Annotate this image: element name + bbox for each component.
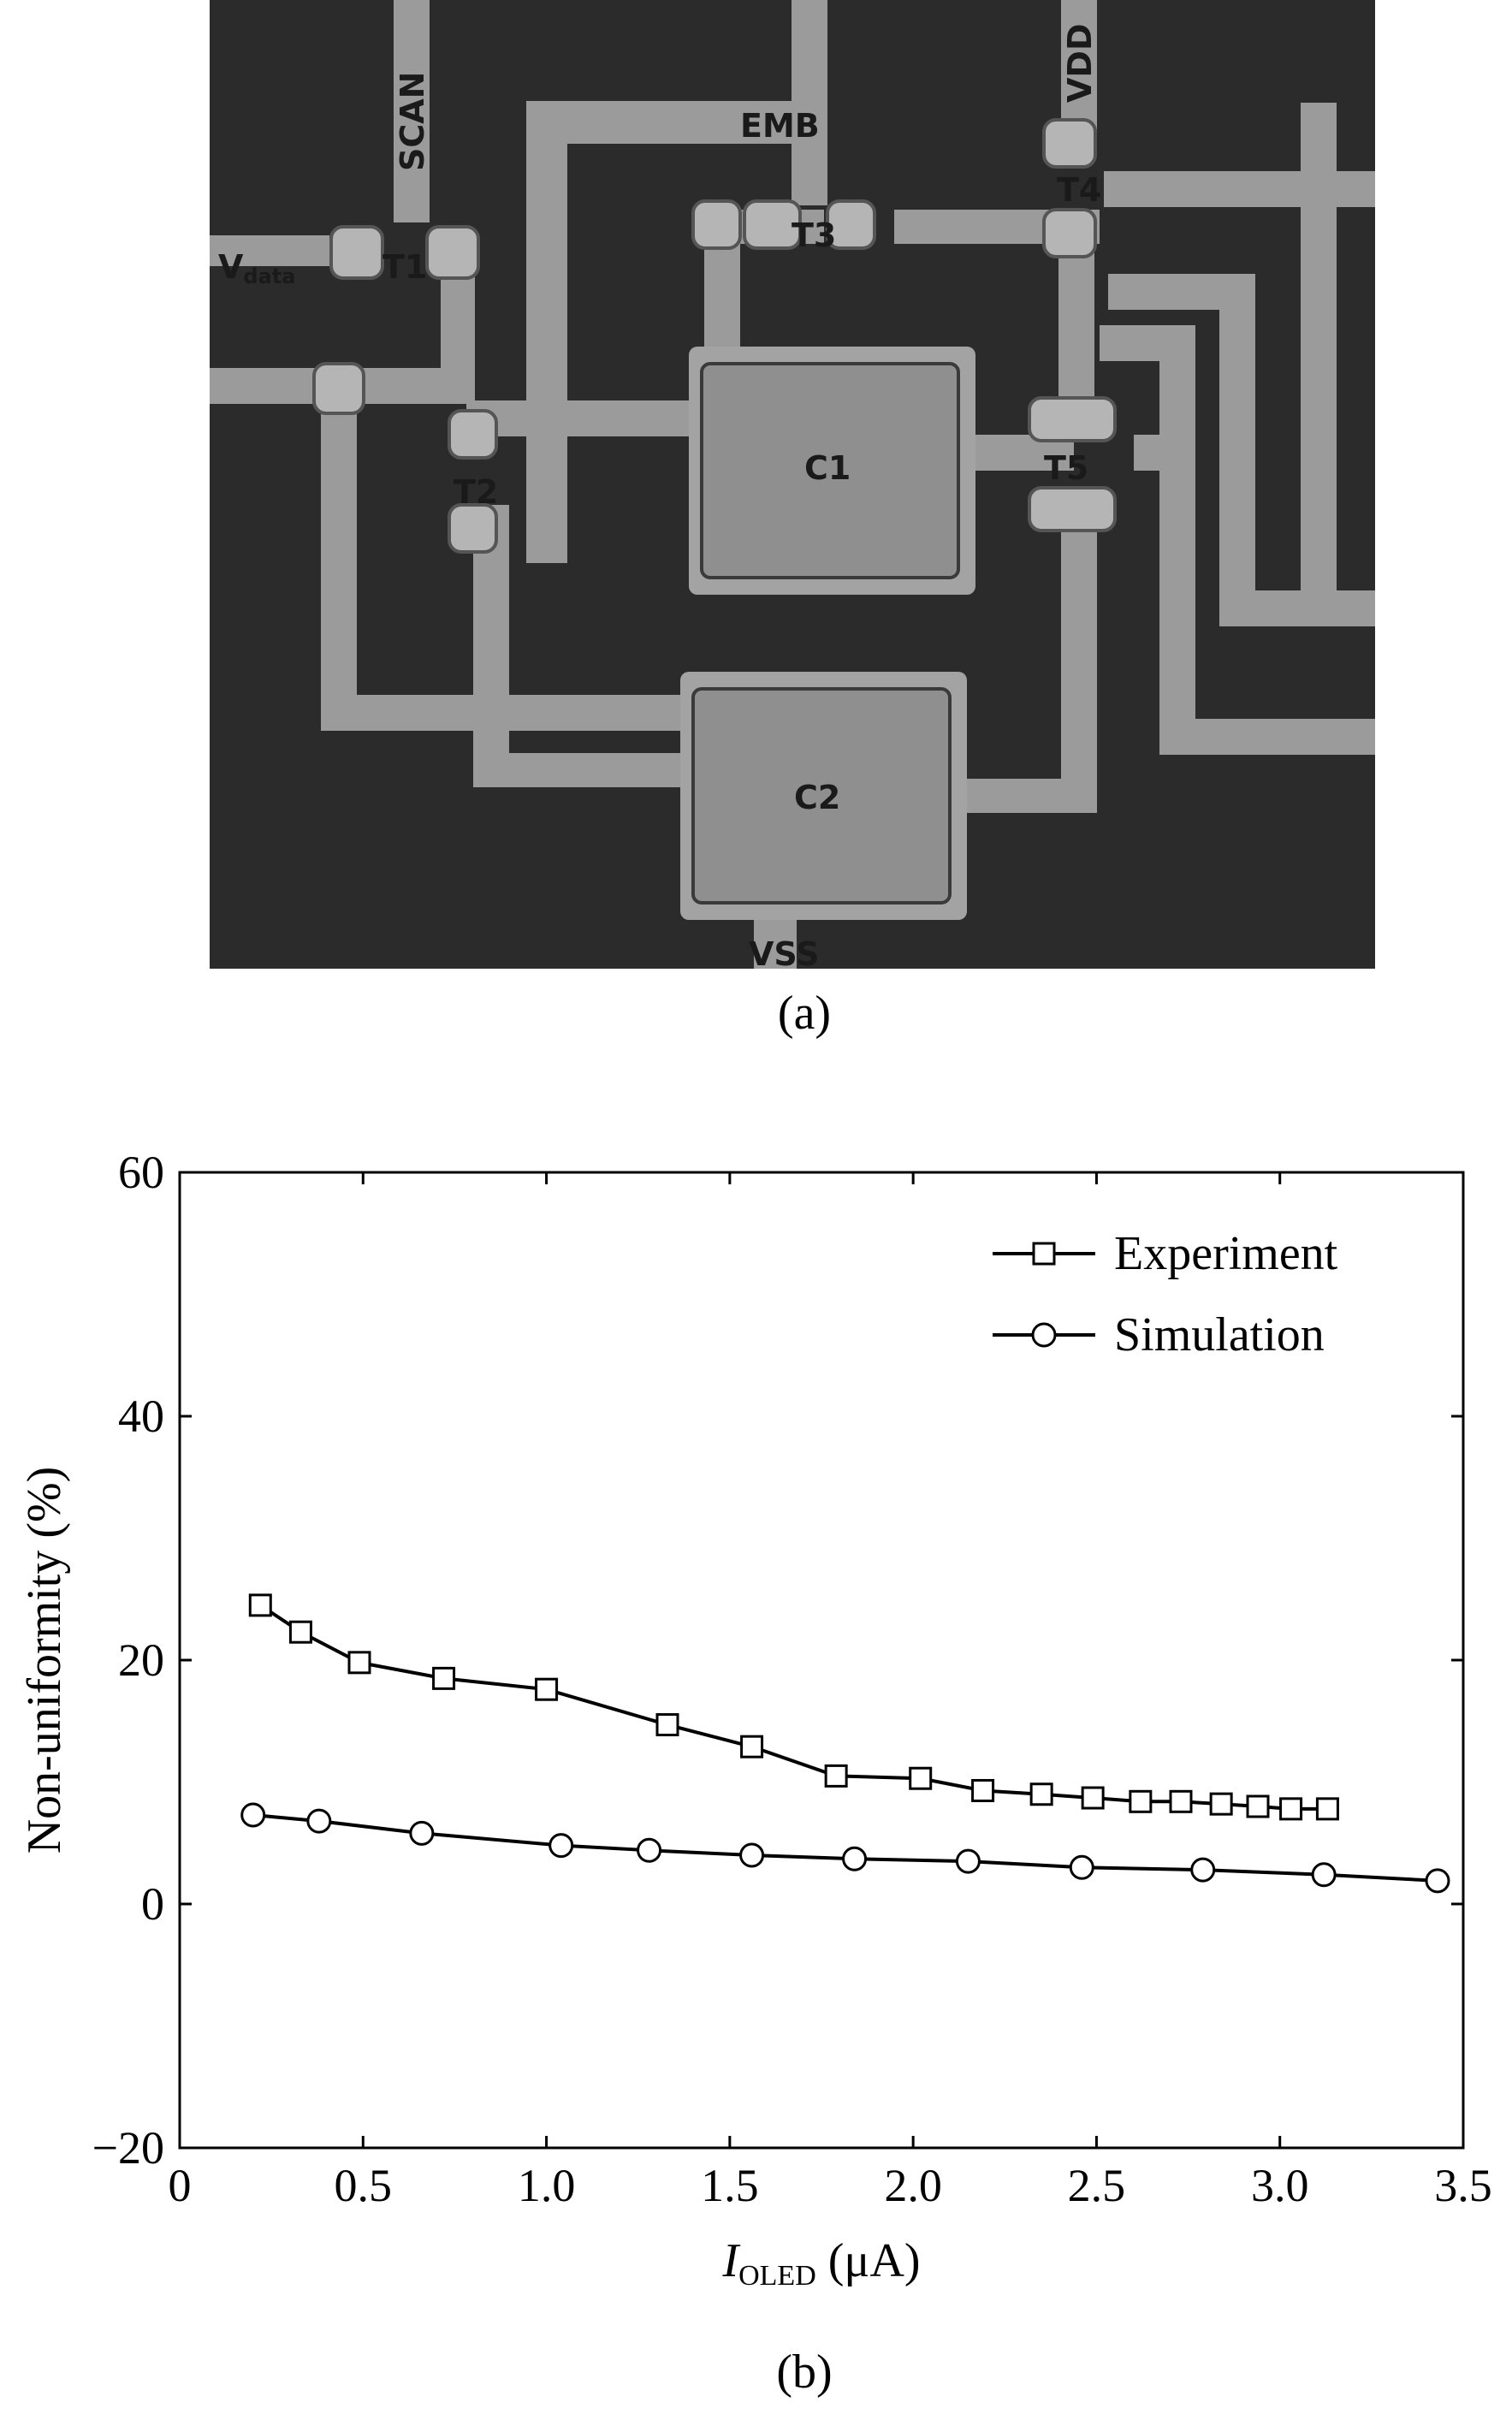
simulation-point bbox=[955, 1848, 981, 1874]
simulation-point bbox=[1190, 1857, 1216, 1883]
simulation-point bbox=[637, 1837, 662, 1863]
simulation-point bbox=[1311, 1862, 1337, 1888]
capacitor-c1-plate bbox=[689, 347, 975, 595]
label-emb: EMB bbox=[740, 107, 820, 145]
label-vdata-sub: data bbox=[243, 264, 295, 288]
y-axis-title: Non-uniformity (%) bbox=[18, 1467, 71, 1854]
legend-label-simulation: Simulation bbox=[1114, 1308, 1325, 1361]
capacitor-c2-plate bbox=[680, 672, 967, 920]
plot-area bbox=[240, 1593, 1450, 1894]
legend-marker-experiment bbox=[1032, 1242, 1056, 1266]
x-tick-label: 0.5 bbox=[335, 2160, 393, 2211]
experiment-point bbox=[347, 1651, 371, 1675]
label-c2: C2 bbox=[794, 779, 840, 816]
experiment-point bbox=[432, 1666, 456, 1690]
label-t3: T3 bbox=[792, 216, 836, 254]
simulation-point bbox=[1425, 1868, 1450, 1894]
y-tick-label: 40 bbox=[118, 1391, 164, 1442]
y-tick-label: 0 bbox=[141, 1878, 164, 1930]
x-axis-title-main: I bbox=[721, 2234, 740, 2287]
experiment-point bbox=[248, 1593, 272, 1617]
legend-label-experiment: Experiment bbox=[1114, 1227, 1338, 1280]
simulation-point bbox=[1069, 1854, 1094, 1880]
circuit-micrograph: SCAN EMB VDD Vdata T1 T2 T3 T4 T5 C1 C2 … bbox=[210, 0, 1375, 969]
label-scan: SCAN bbox=[394, 72, 431, 171]
experiment-point bbox=[1246, 1794, 1270, 1818]
label-t2: T2 bbox=[454, 473, 498, 511]
x-tick-label: 0 bbox=[169, 2160, 192, 2211]
y-tick-label: 60 bbox=[118, 1147, 164, 1198]
y-tick-label: −20 bbox=[92, 2122, 164, 2174]
simulation-point bbox=[409, 1820, 435, 1846]
x-tick-label: 1.0 bbox=[518, 2160, 576, 2211]
experiment-point bbox=[740, 1735, 764, 1759]
experiment-line bbox=[259, 1604, 1328, 1811]
x-tick-label: 3.5 bbox=[1434, 2160, 1492, 2211]
caption-a: (a) bbox=[777, 987, 832, 1040]
simulation-line bbox=[252, 1812, 1438, 1883]
label-vss: VSS bbox=[749, 935, 819, 969]
experiment-point bbox=[535, 1677, 559, 1701]
label-t1: T1 bbox=[382, 248, 427, 286]
label-vdata-main: V bbox=[218, 248, 244, 286]
label-vdata: Vdata bbox=[218, 248, 295, 288]
simulation-point bbox=[240, 1802, 266, 1828]
x-axis-title-sub: OLED bbox=[738, 2260, 816, 2292]
x-axis-title: IOLED (μA) bbox=[721, 2234, 920, 2292]
experiment-point bbox=[1081, 1786, 1105, 1810]
experiment-point bbox=[1209, 1792, 1233, 1816]
experiment-point bbox=[971, 1778, 995, 1802]
legend: Experiment Simulation bbox=[993, 1227, 1338, 1361]
experiment-point bbox=[288, 1620, 312, 1644]
metal-traces bbox=[210, 0, 1375, 969]
transistor-pads bbox=[312, 118, 1117, 554]
label-c1: C1 bbox=[804, 449, 851, 487]
caption-b: (b) bbox=[776, 2346, 833, 2399]
x-tick-label: 2.0 bbox=[884, 2160, 942, 2211]
x-tick-label: 1.5 bbox=[701, 2160, 759, 2211]
experiment-point bbox=[909, 1766, 933, 1790]
simulation-point bbox=[739, 1842, 765, 1868]
experiment-point bbox=[1315, 1797, 1339, 1821]
label-t4: T4 bbox=[1057, 171, 1101, 209]
simulation-point bbox=[548, 1833, 574, 1859]
y-tick-label: 20 bbox=[118, 1634, 164, 1686]
simulation-point bbox=[842, 1846, 868, 1871]
experiment-point bbox=[1169, 1789, 1193, 1813]
experiment-point bbox=[1129, 1789, 1153, 1813]
label-t5: T5 bbox=[1044, 449, 1088, 487]
label-vdd: VDD bbox=[1061, 24, 1099, 104]
experiment-point bbox=[824, 1764, 848, 1788]
x-tick-label: 3.0 bbox=[1251, 2160, 1309, 2211]
simulation-point bbox=[306, 1808, 332, 1834]
experiment-point bbox=[1029, 1782, 1053, 1806]
micrograph-labels: SCAN EMB VDD Vdata T1 T2 T3 T4 T5 C1 C2 … bbox=[218, 24, 1101, 970]
experiment-point bbox=[655, 1713, 679, 1737]
experiment-point bbox=[1279, 1797, 1303, 1821]
x-tick-label: 2.5 bbox=[1068, 2160, 1126, 2211]
x-axis-title-unit: (μA) bbox=[816, 2234, 921, 2287]
legend-marker-simulation bbox=[1031, 1322, 1057, 1348]
